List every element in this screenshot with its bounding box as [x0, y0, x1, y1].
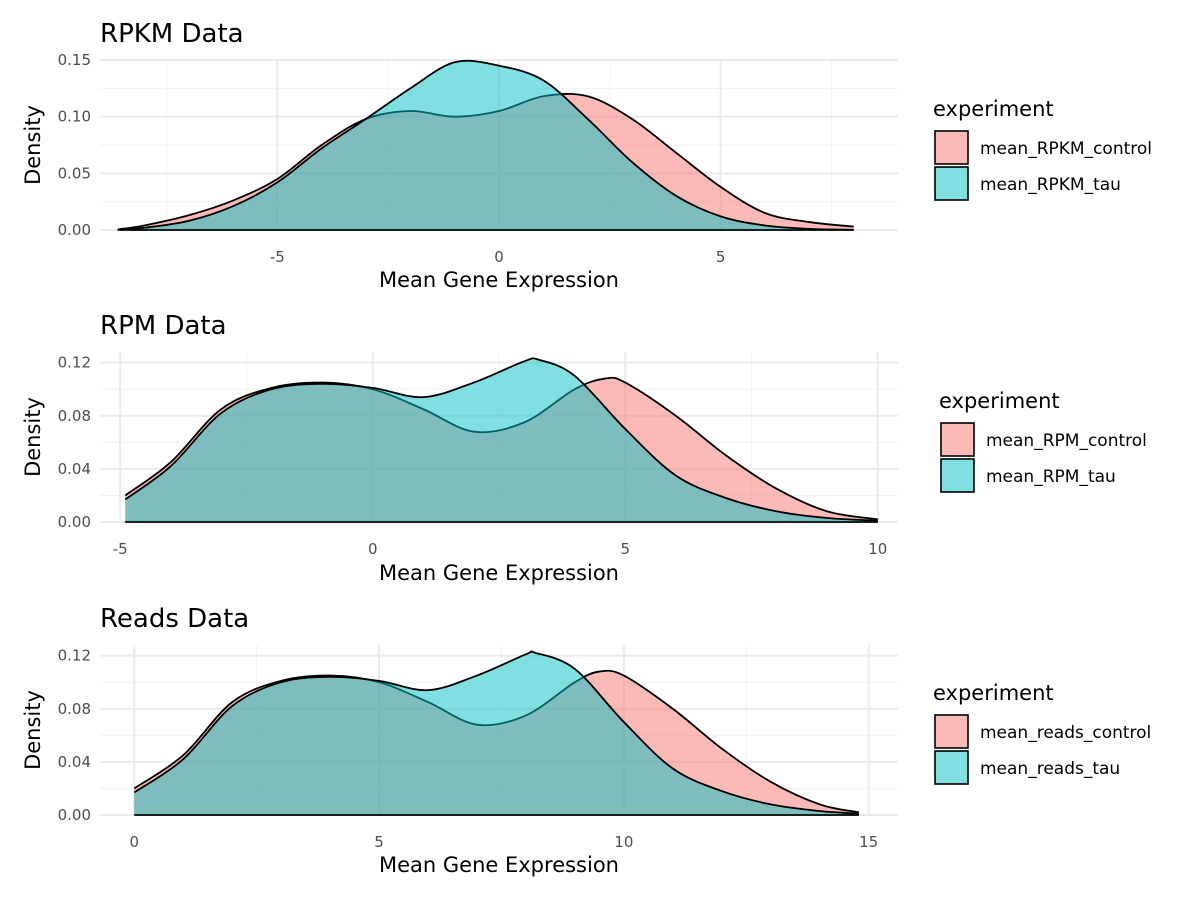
legend-key-mean_RPM_tau: [940, 458, 975, 493]
y-tick-label: 0.10: [58, 108, 91, 126]
density-area-mean_RPKM_tau: [117, 60, 854, 230]
x-tick-label: 5: [716, 248, 726, 266]
density-area-mean_RPM_tau: [125, 358, 878, 522]
x-axis-title: Mean Gene Expression: [379, 561, 619, 585]
density-line-mean_RPM_tau: [124, 357, 878, 522]
legend: experiment mean_RPKM_control mean_RPKM_tau: [933, 97, 1152, 201]
legend: experiment mean_reads_control mean_reads_t…: [933, 681, 1151, 785]
legend-key-mean_reads_tau: [934, 750, 969, 785]
density-line-mean_reads_tau: [133, 650, 859, 815]
legend-label: mean_reads_tau: [980, 759, 1120, 779]
x-tick-label: 10: [868, 540, 887, 558]
legend-key-mean_RPKM_tau: [934, 166, 969, 201]
y-tick-label: 0.08: [58, 407, 91, 425]
y-tick-label: 0.08: [58, 700, 91, 718]
x-tick-label: 5: [620, 540, 630, 558]
legend-key-mean_reads_control: [934, 714, 969, 749]
legend-label: mean_RPKM_control: [980, 139, 1152, 159]
legend-title: experiment: [939, 389, 1060, 413]
x-tick-label: 0: [129, 833, 139, 851]
y-tick-label: 0.04: [58, 460, 91, 478]
y-axis-title: Density: [21, 690, 45, 770]
x-tick-label: -5: [270, 248, 285, 266]
y-tick-label: 0.00: [58, 221, 91, 239]
x-tick-label: 5: [374, 833, 384, 851]
chart-panel-3: Reads Data 0.00 0.04 0.08 0.12 0 5 10 15 Mean Gen…: [21, 604, 1151, 877]
y-axis-title: Density: [21, 397, 45, 477]
chart-panel-1: RPKM Data 0.00 0.05 0.10 0.15 -5 0 5 Mean Gene E…: [21, 19, 1152, 292]
x-tick-label: 0: [494, 248, 504, 266]
legend: experiment mean_RPM_control mean_RPM_tau: [939, 389, 1147, 493]
chart-title: RPM Data: [100, 311, 227, 341]
x-tick-label: -5: [113, 540, 128, 558]
x-axis-title: Mean Gene Expression: [379, 853, 619, 877]
legend-title: experiment: [933, 97, 1054, 121]
legend-label: mean_RPM_control: [986, 431, 1147, 451]
chart-title: RPKM Data: [100, 19, 244, 49]
y-tick-label: 0.00: [58, 806, 91, 824]
y-tick-label: 0.05: [58, 164, 91, 182]
y-axis-title: Density: [21, 105, 45, 185]
y-tick-label: 0.12: [58, 647, 91, 665]
x-tick-label: 10: [614, 833, 633, 851]
density-area-mean_reads_tau: [134, 651, 859, 815]
legend-key-mean_RPKM_control: [934, 130, 969, 165]
x-tick-label: 15: [859, 833, 878, 851]
legend-title: experiment: [933, 681, 1054, 705]
y-tick-label: 0.00: [58, 513, 91, 531]
legend-label: mean_reads_control: [980, 723, 1151, 743]
density-line-mean_RPKM_tau: [117, 59, 854, 231]
legend-label: mean_RPM_tau: [986, 467, 1116, 487]
y-tick-label: 0.04: [58, 753, 91, 771]
legend-label: mean_RPKM_tau: [980, 175, 1121, 195]
legend-key-mean_RPM_control: [940, 422, 975, 457]
x-tick-label: 0: [368, 540, 378, 558]
y-tick-label: 0.15: [58, 51, 91, 69]
chart-panel-2: RPM Data 0.00 0.04 0.08 0.12 -5 0 5 10 Mean Gene …: [21, 311, 1147, 585]
x-axis-title: Mean Gene Expression: [379, 268, 619, 292]
y-tick-label: 0.12: [58, 354, 91, 372]
chart-title: Reads Data: [100, 604, 249, 634]
